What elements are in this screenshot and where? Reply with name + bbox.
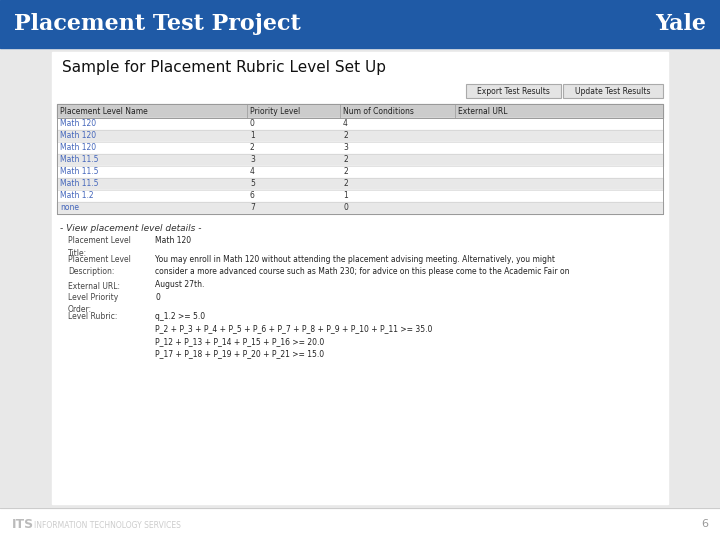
Text: Math 1.2: Math 1.2 — [60, 192, 94, 200]
Text: 2: 2 — [343, 156, 348, 165]
Bar — [0, 48, 720, 508]
Text: 2: 2 — [250, 144, 255, 152]
Text: 1: 1 — [250, 132, 255, 140]
FancyBboxPatch shape — [466, 84, 561, 98]
Text: Math 120: Math 120 — [60, 132, 96, 140]
Text: 0: 0 — [155, 293, 160, 302]
Bar — [57, 190, 663, 202]
Text: 2: 2 — [343, 167, 348, 177]
Text: Sample for Placement Rubric Level Set Up: Sample for Placement Rubric Level Set Up — [62, 60, 386, 75]
Text: none: none — [60, 204, 79, 213]
Bar — [57, 104, 663, 118]
Text: 3: 3 — [343, 144, 348, 152]
Text: Placement Level
Title:: Placement Level Title: — [68, 236, 131, 258]
Text: INFORMATION TECHNOLOGY SERVICES: INFORMATION TECHNOLOGY SERVICES — [34, 521, 181, 530]
Bar — [57, 118, 663, 130]
Text: Math 120: Math 120 — [155, 236, 191, 245]
Bar — [57, 178, 663, 190]
Text: Placement Level
Description:: Placement Level Description: — [68, 255, 131, 276]
Text: Math 11.5: Math 11.5 — [60, 179, 99, 188]
Text: 7: 7 — [250, 204, 255, 213]
Text: 4: 4 — [343, 119, 348, 129]
Text: Yale: Yale — [655, 13, 706, 35]
Text: Export Test Results: Export Test Results — [477, 86, 550, 96]
FancyBboxPatch shape — [563, 84, 663, 98]
Bar — [0, 0, 720, 48]
Text: 0: 0 — [250, 119, 255, 129]
Text: 6: 6 — [250, 192, 255, 200]
Text: 1: 1 — [343, 192, 348, 200]
Text: 2: 2 — [343, 179, 348, 188]
Text: External URL: External URL — [458, 106, 508, 116]
Bar — [52, 52, 668, 504]
Text: 3: 3 — [250, 156, 255, 165]
Text: 0: 0 — [343, 204, 348, 213]
Text: - View placement level details -: - View placement level details - — [60, 224, 202, 233]
Bar — [57, 202, 663, 214]
Text: 4: 4 — [250, 167, 255, 177]
Text: q_1.2 >= 5.0
P_2 + P_3 + P_4 + P_5 + P_6 + P_7 + P_8 + P_9 + P_10 + P_11 >= 35.0: q_1.2 >= 5.0 P_2 + P_3 + P_4 + P_5 + P_6… — [155, 312, 433, 359]
Text: Update Test Results: Update Test Results — [575, 86, 651, 96]
Text: 6: 6 — [701, 519, 708, 529]
Text: Placement Level Name: Placement Level Name — [60, 106, 148, 116]
Text: External URL:: External URL: — [68, 282, 120, 291]
Text: Num of Conditions: Num of Conditions — [343, 106, 414, 116]
Text: You may enroll in Math 120 without attending the placement advising meeting. Alt: You may enroll in Math 120 without atten… — [155, 255, 570, 289]
Text: Math 11.5: Math 11.5 — [60, 156, 99, 165]
Bar — [57, 142, 663, 154]
Text: Math 120: Math 120 — [60, 144, 96, 152]
Text: Math 11.5: Math 11.5 — [60, 167, 99, 177]
Bar — [57, 130, 663, 142]
Text: Placement Test Project: Placement Test Project — [14, 13, 301, 35]
Text: ITS: ITS — [12, 517, 34, 530]
Text: 2: 2 — [343, 132, 348, 140]
Bar — [57, 166, 663, 178]
Bar — [57, 154, 663, 166]
Text: Level Rubric:: Level Rubric: — [68, 312, 117, 321]
Text: Math 120: Math 120 — [60, 119, 96, 129]
Text: Priority Level: Priority Level — [250, 106, 300, 116]
Text: 5: 5 — [250, 179, 255, 188]
Text: Level Priority
Order:: Level Priority Order: — [68, 293, 118, 314]
